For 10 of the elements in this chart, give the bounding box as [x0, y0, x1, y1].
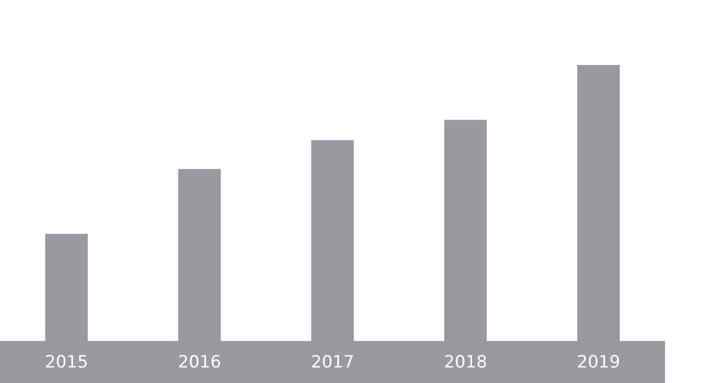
- bar: [577, 65, 620, 341]
- x-tick-label: 2017: [310, 352, 354, 373]
- bar: [178, 169, 221, 341]
- x-tick-label: 2019: [576, 352, 620, 373]
- bar: [311, 140, 354, 341]
- x-tick-label: 2015: [44, 352, 88, 373]
- x-tick-label: 2016: [178, 352, 222, 373]
- x-tick-label: 2018: [444, 352, 488, 373]
- bar: [45, 234, 88, 341]
- bar: [444, 120, 487, 341]
